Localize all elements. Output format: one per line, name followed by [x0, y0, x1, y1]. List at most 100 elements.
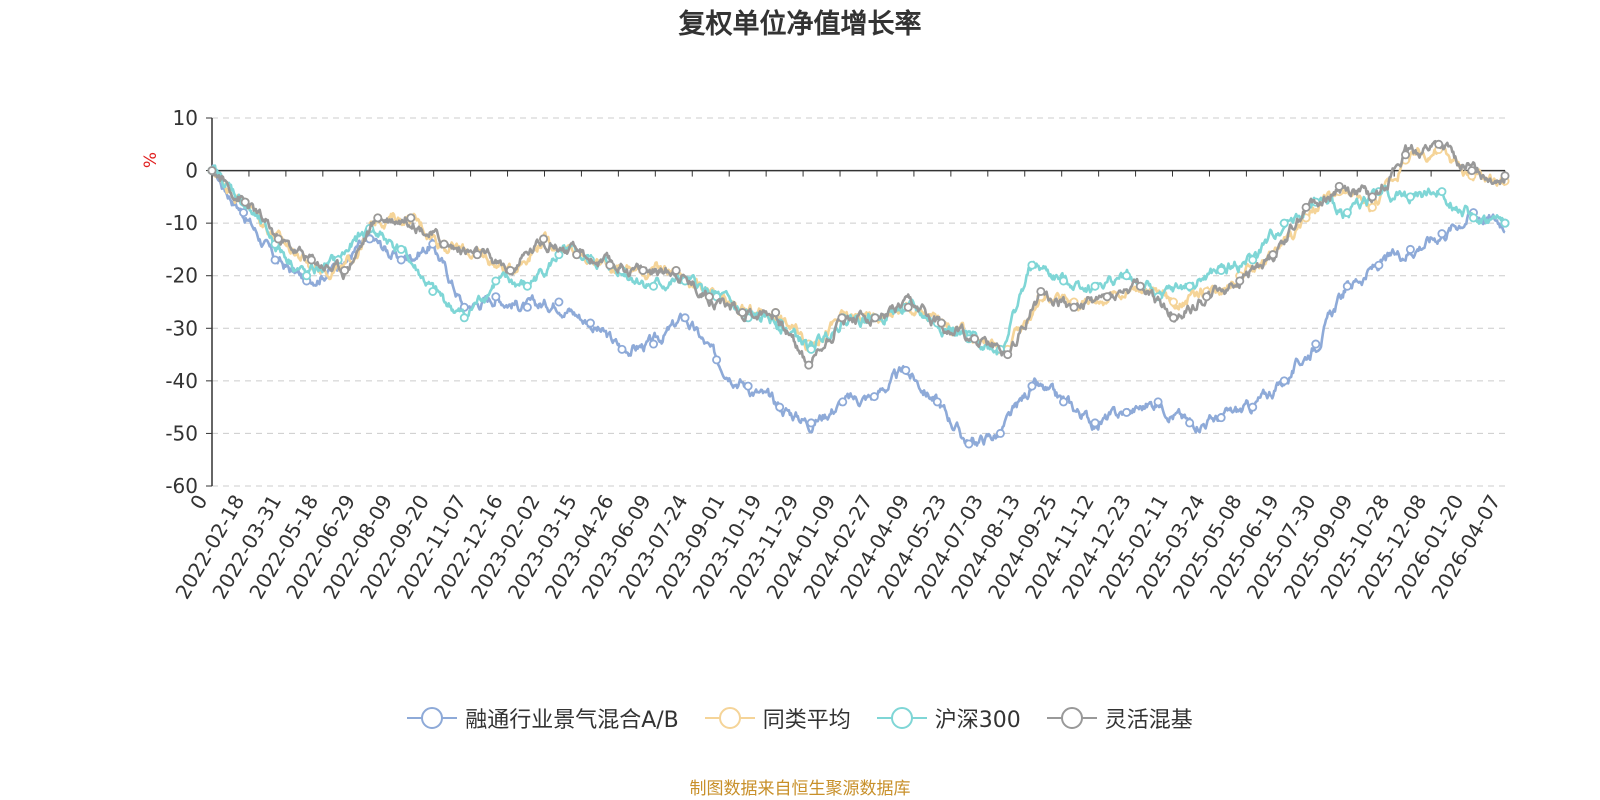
- series-point-3: [737, 308, 747, 318]
- chart-title: 复权单位净值增长率: [678, 9, 922, 40]
- series-point-2: [1437, 187, 1447, 197]
- y-axis-label: %: [141, 152, 161, 168]
- series-line-0: [210, 164, 1506, 447]
- series-point-3: [638, 265, 648, 275]
- series-point-3: [306, 255, 316, 265]
- series-point-0: [743, 381, 753, 391]
- series-point-3: [970, 334, 980, 344]
- series-point-3: [1135, 281, 1145, 291]
- series-point-0: [1058, 397, 1068, 407]
- legend-label: 灵活混基: [1104, 708, 1193, 733]
- series-point-3: [671, 265, 681, 275]
- series-point-3: [340, 265, 350, 275]
- series-point-0: [995, 428, 1005, 438]
- series-point-0: [396, 255, 406, 265]
- series-point-0: [1122, 407, 1132, 417]
- series-point-0: [712, 355, 722, 365]
- series-point-2: [806, 344, 816, 354]
- series-point-3: [406, 213, 416, 223]
- y-tick-label: -40: [165, 369, 198, 393]
- series-point-1: [1168, 297, 1178, 307]
- series-point-2: [1279, 218, 1289, 228]
- series-point-3: [1500, 171, 1510, 181]
- series-point-0: [932, 397, 942, 407]
- y-tick-label: -20: [165, 264, 198, 288]
- series-point-1: [1367, 202, 1377, 212]
- series-point-0: [270, 255, 280, 265]
- series-point-3: [936, 318, 946, 328]
- series-point-3: [539, 234, 549, 244]
- series-point-3: [1401, 150, 1411, 160]
- series-point-3: [1334, 181, 1344, 191]
- legend-item-3[interactable]: 灵活混基: [1046, 702, 1193, 734]
- series-point-3: [1268, 250, 1278, 260]
- series-point-3: [1003, 350, 1013, 360]
- series-point-2: [1027, 260, 1037, 270]
- x-tick-label: 0: [185, 491, 212, 514]
- series-point-3: [472, 250, 482, 260]
- series-point-0: [554, 297, 564, 307]
- series-point-3: [605, 260, 615, 270]
- series-point-0: [1374, 260, 1384, 270]
- series-point-2: [1122, 271, 1132, 281]
- series-point-0: [1216, 413, 1226, 423]
- series-point-0: [1437, 229, 1447, 239]
- y-tick-label: -50: [165, 421, 198, 445]
- series-point-3: [1434, 139, 1444, 149]
- series-point-3: [373, 213, 383, 223]
- gridlines: [212, 117, 1505, 487]
- source-note: 制图数据来自恒生聚源数据库: [689, 779, 911, 799]
- legend-item-0[interactable]: 融通行业景气混合A/B: [407, 702, 679, 734]
- series-point-0: [775, 402, 785, 412]
- series-point-0: [1185, 418, 1195, 428]
- series-point-3: [704, 292, 714, 302]
- series-line-2: [210, 164, 1507, 356]
- series-point-0: [838, 397, 848, 407]
- series-point-3: [273, 234, 283, 244]
- series-point-2: [1185, 281, 1195, 291]
- y-tick-label: 10: [173, 106, 198, 130]
- series-point-2: [1468, 213, 1478, 223]
- series-point-0: [964, 439, 974, 449]
- series-point-2: [491, 276, 501, 286]
- series-point-0: [585, 318, 595, 328]
- series-point-0: [1311, 339, 1321, 349]
- y-tick-label: 0: [185, 159, 198, 183]
- series-point-2: [1342, 208, 1352, 218]
- series-point-0: [1090, 418, 1100, 428]
- legend-item-1[interactable]: 同类平均: [704, 702, 851, 734]
- axes: 100-10-20-30-40-50-6002022-02-182022-03-…: [165, 106, 1506, 603]
- series-point-2: [459, 313, 469, 323]
- series-point-3: [572, 250, 582, 260]
- legend-symbol-icon: [407, 707, 458, 729]
- series-point-3: [1102, 292, 1112, 302]
- legend: 融通行业景气混合A/B 同类平均 沪深300 灵活混基: [0, 702, 1600, 734]
- series-point-3: [1301, 202, 1311, 212]
- series-point-0: [491, 292, 501, 302]
- legend-symbol-icon: [876, 707, 927, 729]
- series-point-0: [617, 344, 627, 354]
- series-point-2: [396, 244, 406, 254]
- series-point-0: [806, 418, 816, 428]
- series-point-3: [1168, 313, 1178, 323]
- series-point-2: [1090, 281, 1100, 291]
- series-point-0: [869, 392, 879, 402]
- series-point-0: [1405, 244, 1415, 254]
- series-point-0: [1027, 381, 1037, 391]
- legend-symbol-icon: [1046, 707, 1097, 729]
- series-point-0: [1342, 281, 1352, 291]
- series-line-3: [211, 139, 1507, 370]
- y-tick-label: -10: [165, 211, 198, 235]
- series-point-3: [1202, 292, 1212, 302]
- legend-item-2[interactable]: 沪深300: [876, 702, 1021, 734]
- series-point-2: [1058, 276, 1068, 286]
- legend-symbol-icon: [704, 707, 755, 729]
- series-point-2: [302, 271, 312, 281]
- series-point-0: [649, 339, 659, 349]
- series-point-2: [1248, 255, 1258, 265]
- y-tick-label: -60: [165, 474, 198, 498]
- series-point-2: [1405, 192, 1415, 202]
- series-point-3: [1235, 276, 1245, 286]
- series-point-3: [1467, 166, 1477, 176]
